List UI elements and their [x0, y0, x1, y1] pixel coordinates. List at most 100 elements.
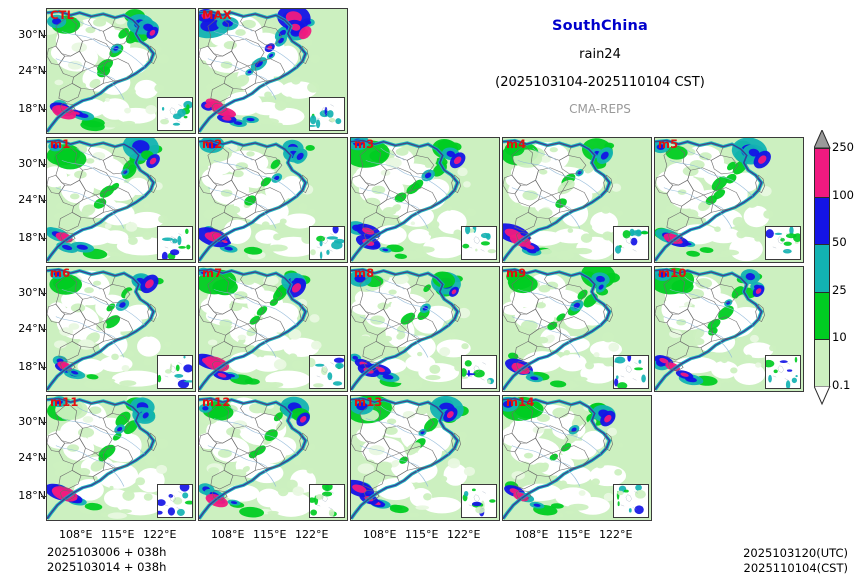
panel-label-m3: m3	[354, 137, 375, 151]
map-panel-m12[interactable]: m12	[198, 395, 348, 521]
y-tick-label: 18°N	[18, 101, 46, 115]
colorbar-segment-50	[815, 244, 829, 293]
title-block: SouthChina rain24 (2025103104-2025110104…	[420, 18, 780, 116]
x-tick-label: 115°E	[405, 528, 439, 541]
colorbar-body	[814, 148, 830, 388]
panel-label-m2: m2	[202, 137, 223, 151]
y-tick-mark	[41, 495, 46, 498]
south-sea-inset-m2	[309, 226, 345, 260]
panel-label-m9: m9	[506, 266, 527, 280]
south-sea-inset-m5	[765, 226, 801, 260]
x-tick-label: 122°E	[143, 528, 177, 541]
map-panel-m3[interactable]: m3	[350, 137, 500, 263]
y-tick-mark	[41, 108, 46, 111]
colorbar-tick-250: 250	[832, 140, 854, 154]
panel-label-m11: m11	[50, 395, 79, 409]
x-tick-label: 115°E	[557, 528, 591, 541]
south-sea-inset-m10	[765, 355, 801, 389]
map-canvas-m5	[655, 138, 803, 262]
y-tick-label: 30°N	[18, 286, 46, 300]
map-panel-m10[interactable]: m10	[654, 266, 804, 392]
colorbar-segment-100	[815, 196, 829, 246]
map-panel-m4[interactable]: m4	[502, 137, 652, 263]
map-panel-m6[interactable]: m6	[46, 266, 196, 392]
y-tick-mark	[41, 329, 46, 331]
panel-label-m12: m12	[202, 395, 231, 409]
panel-label-max: MAX	[202, 8, 232, 22]
colorbar-segment-250	[815, 149, 829, 197]
y-tick-label: 30°N	[18, 157, 46, 171]
footer-init-line1: 2025103006 + 038h	[47, 545, 167, 559]
map-canvas-m11	[47, 396, 195, 520]
south-sea-inset-m4	[613, 226, 649, 260]
y-tick-mark	[41, 71, 46, 73]
south-sea-inset-max	[309, 97, 345, 131]
x-tick-label: 108°E	[363, 528, 397, 541]
colorbar-tick-10: 10	[832, 330, 847, 345]
map-panel-m13[interactable]: m13	[350, 395, 500, 521]
map-canvas-m9	[503, 267, 651, 391]
y-tick-label: 24°N	[18, 193, 46, 206]
y-tick-label: 30°N	[18, 28, 46, 42]
map-canvas-m2	[199, 138, 347, 262]
footer-init-line2: 2025103014 + 038h	[47, 560, 167, 574]
panel-label-m7: m7	[202, 266, 223, 280]
x-tick-label: 122°E	[447, 528, 481, 541]
model-title: CMA-REPS	[569, 102, 631, 116]
map-panel-m2[interactable]: m2	[198, 137, 348, 263]
panel-label-ctl: CTL	[50, 8, 75, 22]
map-panel-m1[interactable]: m1	[46, 137, 196, 263]
south-sea-inset-m12	[309, 484, 345, 518]
colorbar-segment-25	[815, 291, 829, 341]
colorbar: 250 100 50 25 10 0.1	[812, 130, 854, 406]
south-sea-inset-m3	[461, 226, 497, 260]
map-panel-ctl[interactable]: CTL	[46, 8, 196, 134]
footer-valid-cst: 2025110104(CST)	[743, 561, 849, 575]
y-tick-mark	[41, 200, 46, 202]
panel-label-m1: m1	[50, 137, 71, 151]
map-panel-max[interactable]: MAX	[198, 8, 348, 134]
map-panel-m11[interactable]: m11	[46, 395, 196, 521]
y-tick-mark	[41, 366, 46, 369]
y-tick-label: 18°N	[18, 359, 46, 373]
colorbar-tick-50: 50	[832, 235, 847, 250]
period-title: (2025103104-2025110104 CST)	[495, 75, 705, 90]
panel-label-m14: m14	[506, 395, 535, 409]
colorbar-tick-0.1: 0.1	[832, 378, 851, 392]
map-panel-m14[interactable]: m14	[502, 395, 652, 521]
south-sea-inset-m6	[157, 355, 193, 389]
panel-label-m5: m5	[658, 137, 679, 151]
x-tick-label: 122°E	[295, 528, 329, 541]
south-sea-inset-m11	[157, 484, 193, 518]
south-sea-inset-m9	[613, 355, 649, 389]
colorbar-tick-100: 100	[832, 187, 854, 202]
y-tick-mark	[41, 293, 46, 295]
map-panel-m5[interactable]: m5	[654, 137, 804, 263]
y-tick-label: 18°N	[18, 488, 46, 502]
colorbar-segment-10	[815, 339, 829, 388]
x-tick-label: 115°E	[253, 528, 287, 541]
region-title: SouthChina	[551, 18, 649, 34]
map-panel-m7[interactable]: m7	[198, 266, 348, 392]
map-panel-m9[interactable]: m9	[502, 266, 652, 392]
x-tick-label: 115°E	[101, 528, 135, 541]
map-canvas-ctl	[47, 9, 195, 133]
colorbar-tick-25: 25	[832, 282, 847, 297]
south-sea-inset-m7	[309, 355, 345, 389]
panel-label-m6: m6	[50, 266, 71, 280]
map-canvas-m6	[47, 267, 195, 391]
y-tick-label: 24°N	[18, 322, 46, 335]
panel-label-m8: m8	[354, 266, 375, 280]
x-tick-label: 108°E	[211, 528, 245, 541]
x-tick-label: 122°E	[599, 528, 633, 541]
panel-label-m10: m10	[658, 266, 687, 280]
colorbar-under-arrow	[814, 386, 831, 406]
y-tick-mark	[41, 35, 46, 37]
y-tick-mark	[41, 458, 46, 460]
colorbar-over-arrow-outline	[814, 130, 831, 149]
y-tick-label: 30°N	[18, 415, 46, 429]
panel-label-m13: m13	[354, 395, 383, 409]
variable-title: rain24	[579, 47, 621, 62]
map-panel-m8[interactable]: m8	[350, 266, 500, 392]
